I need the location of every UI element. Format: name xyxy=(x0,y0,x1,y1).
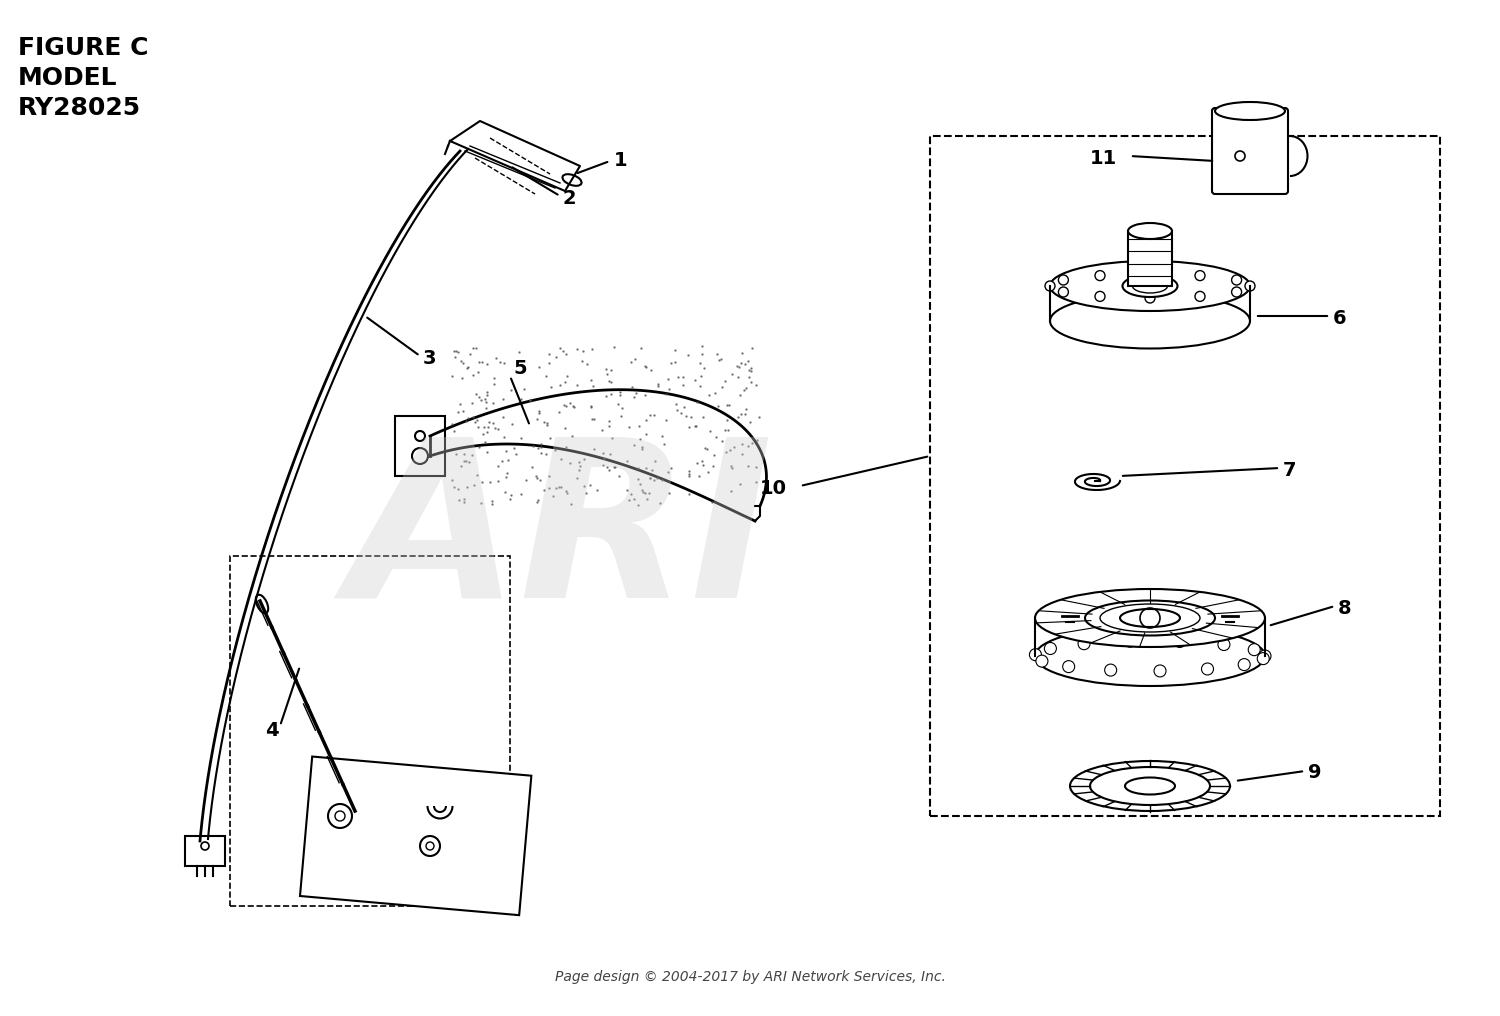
Circle shape xyxy=(1174,636,1186,647)
Ellipse shape xyxy=(256,594,268,614)
Circle shape xyxy=(1202,663,1214,675)
Ellipse shape xyxy=(1090,767,1210,805)
Bar xyxy=(930,136,1440,816)
Ellipse shape xyxy=(1128,223,1172,239)
Circle shape xyxy=(1257,652,1269,664)
Circle shape xyxy=(1232,275,1242,285)
Text: ARI: ARI xyxy=(346,429,772,643)
Text: 11: 11 xyxy=(1090,148,1118,168)
Bar xyxy=(1128,231,1172,285)
Text: 3: 3 xyxy=(423,348,436,368)
Text: MODEL: MODEL xyxy=(18,66,117,90)
Text: 10: 10 xyxy=(760,480,788,499)
Circle shape xyxy=(1245,281,1256,291)
Circle shape xyxy=(1062,660,1074,673)
Circle shape xyxy=(1078,638,1090,649)
Circle shape xyxy=(1036,655,1048,668)
Ellipse shape xyxy=(1050,261,1250,311)
FancyBboxPatch shape xyxy=(1212,108,1288,194)
Ellipse shape xyxy=(1035,626,1264,686)
Text: 8: 8 xyxy=(1338,598,1352,618)
Ellipse shape xyxy=(1084,600,1215,635)
Text: 5: 5 xyxy=(513,359,526,378)
Circle shape xyxy=(1258,650,1270,662)
Ellipse shape xyxy=(1035,589,1264,647)
Circle shape xyxy=(1059,275,1068,285)
Circle shape xyxy=(1248,644,1260,655)
Circle shape xyxy=(1144,269,1155,279)
Ellipse shape xyxy=(1215,102,1286,120)
Text: 4: 4 xyxy=(266,721,279,741)
Ellipse shape xyxy=(1120,609,1180,627)
Text: 9: 9 xyxy=(1308,763,1322,782)
Circle shape xyxy=(1238,658,1250,671)
Circle shape xyxy=(1046,281,1054,291)
Ellipse shape xyxy=(1050,294,1250,348)
Text: 6: 6 xyxy=(1334,309,1347,327)
Circle shape xyxy=(1059,287,1068,297)
Ellipse shape xyxy=(1125,777,1174,795)
Bar xyxy=(394,416,445,477)
Text: RY28025: RY28025 xyxy=(18,96,141,120)
Circle shape xyxy=(1196,270,1204,280)
Bar xyxy=(230,556,510,906)
Circle shape xyxy=(1196,292,1204,302)
Circle shape xyxy=(1144,293,1155,303)
Bar xyxy=(184,836,225,866)
Text: Page design © 2004-2017 by ARI Network Services, Inc.: Page design © 2004-2017 by ARI Network S… xyxy=(555,970,945,985)
Bar xyxy=(300,757,531,915)
Circle shape xyxy=(1232,287,1242,297)
Text: FIGURE C: FIGURE C xyxy=(18,36,148,60)
Circle shape xyxy=(1029,648,1041,660)
Circle shape xyxy=(1095,292,1106,302)
Ellipse shape xyxy=(1122,275,1178,297)
Circle shape xyxy=(1124,635,1136,647)
Circle shape xyxy=(1104,664,1116,676)
Circle shape xyxy=(1044,642,1056,654)
Text: 7: 7 xyxy=(1282,460,1296,480)
Ellipse shape xyxy=(1070,761,1230,811)
Text: 2: 2 xyxy=(562,189,576,207)
Circle shape xyxy=(1095,270,1106,280)
Circle shape xyxy=(1218,638,1230,650)
Circle shape xyxy=(1154,664,1166,677)
Text: 1: 1 xyxy=(614,151,627,171)
